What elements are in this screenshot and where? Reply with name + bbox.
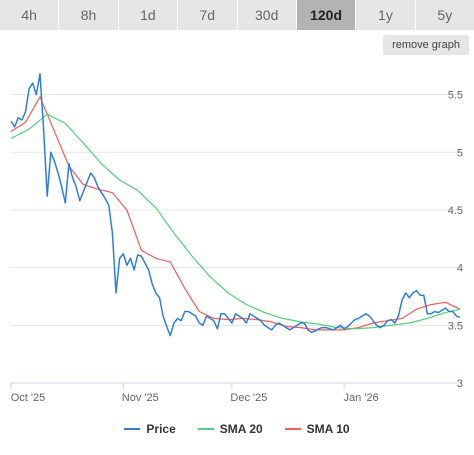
x-tick-label: Jan '26 [344,392,379,404]
x-tick-label: Nov '25 [122,392,159,404]
tab-7d[interactable]: 7d [178,0,238,30]
legend-item-sma-20[interactable]: SMA 20 [197,419,263,439]
x-tick-label: Oct '25 [11,392,46,404]
series-line-sma-10[interactable] [10,96,461,331]
chart-series [10,73,461,337]
legend-label: Price [146,422,176,436]
tab-120d[interactable]: 120d [296,0,357,30]
legend-swatch [197,428,214,430]
tab-1y[interactable]: 1y [356,0,416,30]
y-tick-label: 3.5 [448,320,463,332]
tab-8h[interactable]: 8h [59,0,119,30]
chart-legend: Price SMA 20 SMA 10 [0,419,474,439]
y-tick-label: 3 [457,378,463,390]
y-tick-label: 5.5 [448,90,463,102]
tab-4h[interactable]: 4h [0,0,60,30]
legend-label: SMA 10 [306,422,350,436]
chart-axes: 3 3.5 4 4.5 5 5.5 Oct '25 Nov '25 Dec '25 Jan '26 [10,90,463,404]
legend-swatch [284,428,301,430]
timeframe-tabs: 4h 8h 1d 7d 30d 120d 1y 5y [0,0,474,30]
series-line-price[interactable] [10,73,461,337]
tab-5y[interactable]: 5y [415,0,474,30]
tab-1d[interactable]: 1d [118,0,179,30]
x-tick-label: Dec '25 [230,392,267,404]
y-tick-label: 5 [457,147,463,159]
y-tick-label: 4.5 [448,205,463,217]
legend-swatch [124,428,141,430]
remove-graph-button[interactable]: remove graph [383,35,469,55]
y-tick-label: 4 [457,263,463,275]
legend-item-price[interactable]: Price [124,419,176,439]
series-line-sma-20[interactable] [10,113,461,330]
legend-label: SMA 20 [219,422,263,436]
tab-30d[interactable]: 30d [237,0,297,30]
legend-item-sma-10[interactable]: SMA 10 [284,419,350,439]
